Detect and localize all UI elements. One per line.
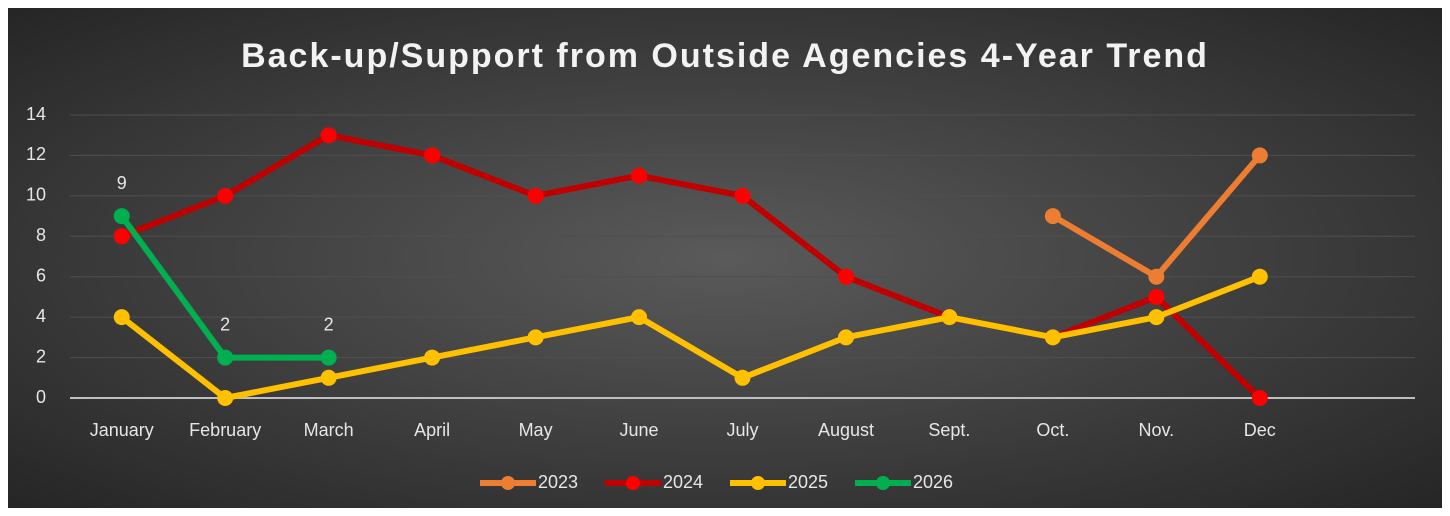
x-tick-label: Nov.	[1139, 420, 1175, 440]
legend-marker	[876, 476, 890, 490]
point	[1148, 268, 1165, 285]
point	[113, 208, 130, 225]
point	[113, 309, 130, 326]
point	[320, 349, 337, 366]
point	[1044, 329, 1061, 346]
point	[1148, 288, 1165, 305]
x-tick-label: March	[304, 420, 354, 440]
x-tick-label: Dec	[1244, 420, 1276, 440]
data-label: 9	[117, 173, 127, 193]
y-tick-label: 6	[36, 265, 46, 285]
legend-marker	[751, 476, 765, 490]
legend-marker	[501, 476, 515, 490]
y-tick-label: 4	[36, 306, 46, 326]
y-tick-label: 2	[36, 346, 46, 366]
point	[1044, 208, 1061, 225]
legend-marker	[626, 476, 640, 490]
y-tick-label: 12	[26, 144, 46, 164]
chart-title: Back-up/Support from Outside Agencies 4-…	[241, 37, 1209, 75]
point	[320, 127, 337, 144]
x-tick-label: July	[726, 420, 758, 440]
point	[217, 390, 234, 406]
point	[320, 369, 337, 386]
series-line	[119, 273, 1261, 401]
point	[837, 268, 854, 285]
data-label: 2	[324, 314, 334, 334]
y-tick-label: 14	[26, 104, 46, 124]
point	[631, 309, 648, 326]
x-tick-label: June	[620, 420, 659, 440]
x-tick-label: Oct.	[1036, 420, 1069, 440]
point	[1251, 390, 1268, 406]
legend-label: 2023	[538, 472, 578, 492]
data-label: 2	[220, 314, 230, 334]
point	[527, 187, 544, 204]
x-tick-label: May	[519, 420, 553, 440]
point	[734, 369, 751, 386]
series-line	[120, 132, 1262, 401]
legend-label: 2025	[788, 472, 828, 492]
point	[631, 167, 648, 184]
chart-background	[8, 8, 1442, 508]
point	[1251, 268, 1268, 285]
point	[217, 187, 234, 204]
point	[424, 147, 441, 164]
point	[734, 187, 751, 204]
x-tick-label: April	[414, 420, 450, 440]
point	[1251, 147, 1268, 164]
x-tick-label: August	[818, 420, 874, 440]
point	[1148, 309, 1165, 326]
legend-label: 2026	[913, 472, 953, 492]
point	[941, 309, 958, 326]
y-tick-label: 0	[36, 387, 46, 407]
point	[527, 329, 544, 346]
point	[113, 228, 130, 245]
y-tick-label: 8	[36, 225, 46, 245]
x-tick-label: January	[90, 420, 154, 440]
legend-label: 2024	[663, 472, 703, 492]
point	[424, 349, 441, 366]
y-tick-label: 10	[26, 185, 46, 205]
point	[217, 349, 234, 366]
point	[837, 329, 854, 346]
x-tick-label: February	[189, 420, 261, 440]
x-tick-label: Sept.	[928, 420, 970, 440]
